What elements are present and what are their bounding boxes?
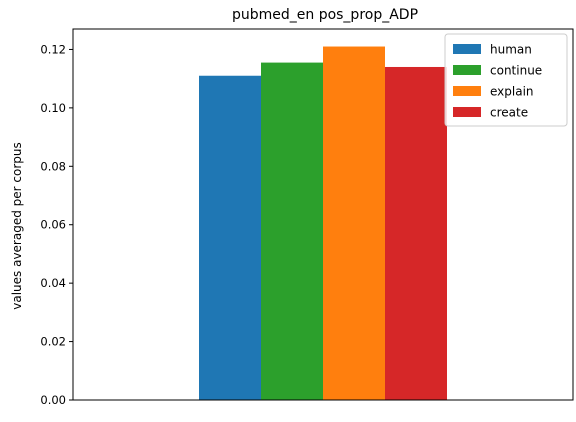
bar-human: [199, 75, 261, 400]
y-tick-label: 0.08: [40, 159, 66, 173]
bar-continue: [261, 62, 323, 401]
legend-swatch-explain: [453, 86, 481, 96]
y-tick-label: 0.12: [40, 42, 66, 56]
legend-swatch-create: [453, 107, 481, 117]
bars-layer: [199, 46, 447, 401]
bar-explain: [323, 46, 385, 400]
y-tick-label: 0.10: [40, 101, 66, 115]
y-tick-label: 0.04: [40, 276, 66, 290]
chart-title: pubmed_en pos_prop_ADP: [232, 7, 418, 23]
y-tick-label: 0.02: [40, 335, 66, 349]
legend-box: [444, 33, 568, 127]
legend-label-continue: continue: [490, 64, 542, 78]
legend-swatch-continue: [453, 65, 481, 75]
plot-frame: [72, 28, 574, 401]
legend-swatch-human: [453, 44, 481, 54]
legend: human continue explain create: [444, 33, 568, 127]
y-tick-label: 0.00: [40, 393, 66, 407]
legend-label-human: human: [490, 43, 532, 57]
legend-label-explain: explain: [490, 85, 534, 99]
y-tick-label: 0.06: [40, 218, 66, 232]
y-axis-label: values averaged per corpus: [10, 142, 24, 310]
axes-layer: 0.00 0.02 0.04 0.06 0.08 0.10 0.12: [40, 28, 574, 407]
legend-label-create: create: [490, 106, 528, 120]
bar-create: [385, 66, 447, 400]
